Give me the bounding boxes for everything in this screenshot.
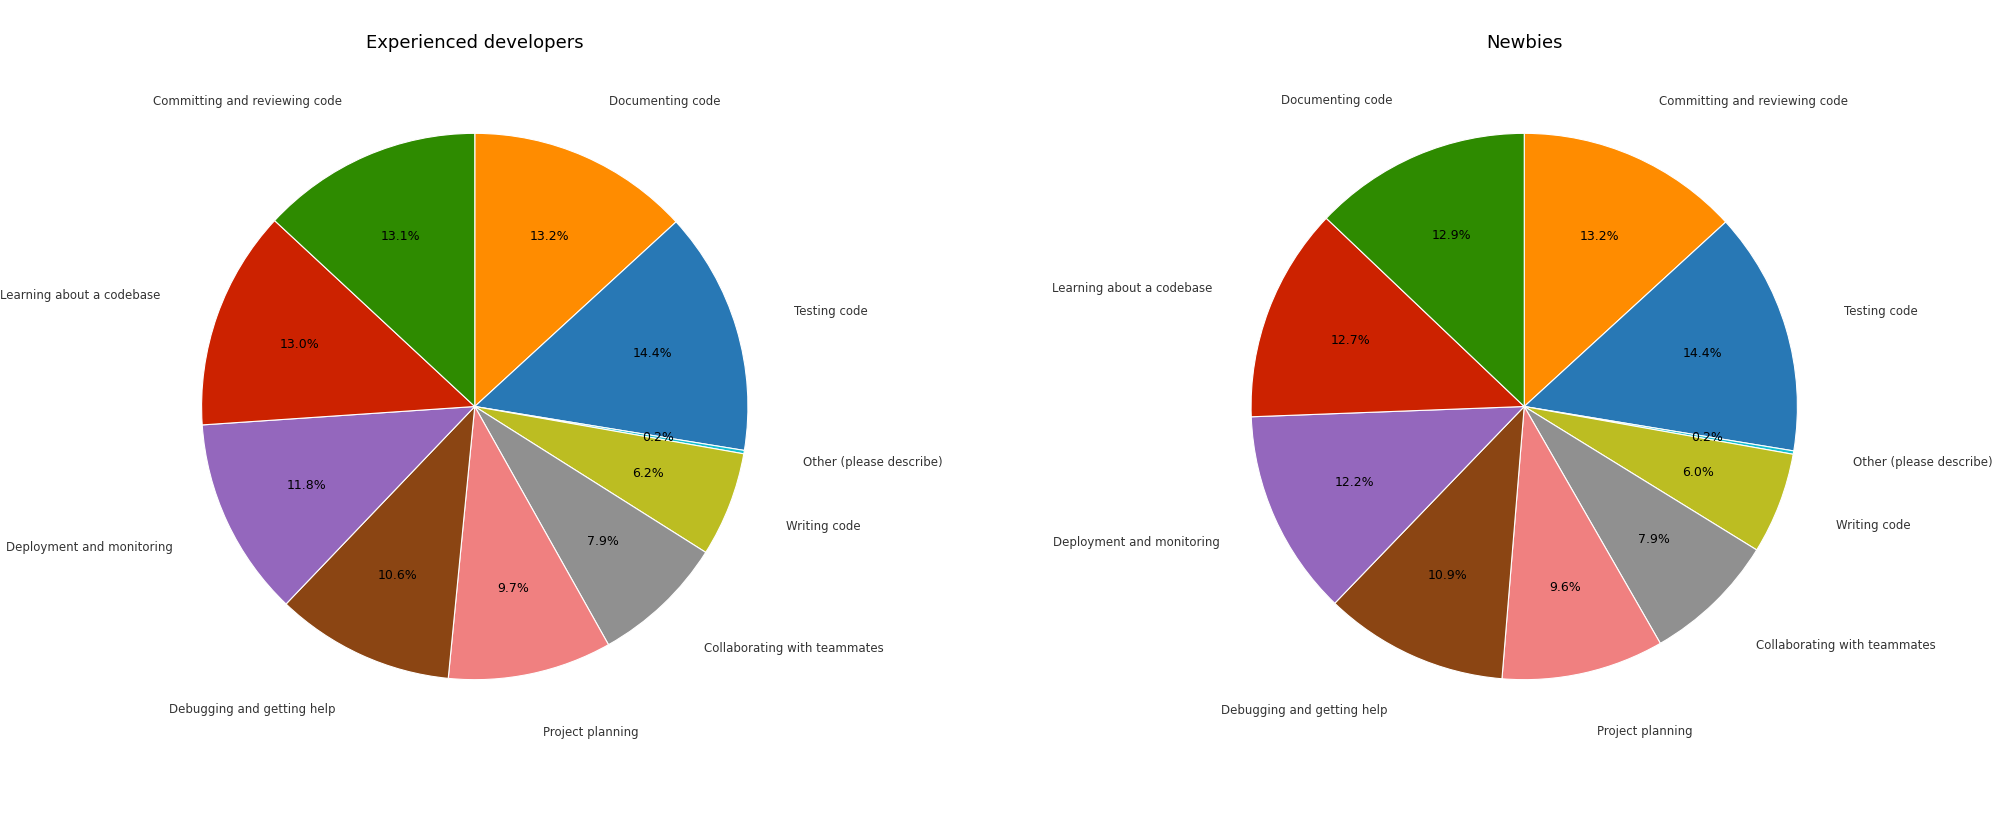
Title: Newbies: Newbies	[1485, 34, 1562, 52]
Wedge shape	[1251, 406, 1522, 603]
Text: Testing code: Testing code	[1842, 305, 1916, 318]
Text: Deployment and monitoring: Deployment and monitoring	[1053, 537, 1219, 550]
Text: 0.2%: 0.2%	[1690, 432, 1722, 445]
Wedge shape	[1522, 406, 1792, 550]
Text: 13.1%: 13.1%	[380, 230, 420, 243]
Text: 11.8%: 11.8%	[286, 479, 326, 492]
Wedge shape	[1335, 406, 1522, 679]
Text: 13.2%: 13.2%	[1578, 230, 1618, 243]
Wedge shape	[1522, 406, 1756, 643]
Text: Debugging and getting help: Debugging and getting help	[170, 703, 336, 716]
Wedge shape	[1251, 218, 1522, 417]
Text: 14.4%: 14.4%	[1682, 347, 1720, 360]
Text: Collaborating with teammates: Collaborating with teammates	[1756, 639, 1934, 652]
Wedge shape	[1325, 133, 1524, 406]
Text: Other (please describe): Other (please describe)	[803, 456, 943, 469]
Text: 0.2%: 0.2%	[641, 431, 673, 444]
Text: Learning about a codebase: Learning about a codebase	[0, 289, 160, 302]
Text: Other (please describe): Other (please describe)	[1852, 456, 1992, 469]
Text: Committing and reviewing code: Committing and reviewing code	[1658, 95, 1846, 108]
Text: 6.2%: 6.2%	[631, 467, 663, 480]
Wedge shape	[202, 406, 476, 604]
Text: 14.4%: 14.4%	[633, 347, 671, 360]
Text: 6.0%: 6.0%	[1680, 466, 1712, 479]
Text: 10.9%: 10.9%	[1427, 569, 1467, 582]
Text: 10.6%: 10.6%	[378, 569, 418, 582]
Text: 7.9%: 7.9%	[1636, 533, 1668, 546]
Wedge shape	[448, 406, 607, 680]
Text: Documenting code: Documenting code	[1281, 93, 1393, 107]
Text: Writing code: Writing code	[785, 520, 859, 533]
Text: Debugging and getting help: Debugging and getting help	[1221, 704, 1387, 717]
Wedge shape	[476, 406, 743, 454]
Text: Learning about a codebase: Learning about a codebase	[1051, 282, 1213, 295]
Text: 9.7%: 9.7%	[498, 582, 529, 595]
Text: Project planning: Project planning	[1596, 725, 1692, 738]
Wedge shape	[1500, 406, 1660, 680]
Wedge shape	[202, 220, 476, 425]
Text: 7.9%: 7.9%	[587, 535, 617, 548]
Text: 13.2%: 13.2%	[529, 230, 569, 243]
Text: Committing and reviewing code: Committing and reviewing code	[152, 94, 342, 107]
Text: 12.2%: 12.2%	[1335, 476, 1375, 489]
Wedge shape	[474, 133, 675, 406]
Text: 12.9%: 12.9%	[1431, 229, 1471, 242]
Text: Documenting code: Documenting code	[609, 95, 719, 108]
Text: Collaborating with teammates: Collaborating with teammates	[703, 641, 883, 654]
Wedge shape	[1522, 222, 1796, 451]
Text: 12.7%: 12.7%	[1331, 334, 1371, 347]
Wedge shape	[286, 406, 476, 678]
Text: 9.6%: 9.6%	[1548, 581, 1580, 594]
Wedge shape	[476, 222, 747, 450]
Text: Writing code: Writing code	[1834, 519, 1910, 532]
Wedge shape	[1522, 406, 1792, 454]
Wedge shape	[1522, 133, 1724, 406]
Text: 13.0%: 13.0%	[280, 338, 320, 351]
Text: Project planning: Project planning	[543, 726, 639, 739]
Wedge shape	[476, 406, 705, 645]
Title: Experienced developers: Experienced developers	[366, 34, 583, 52]
Text: Testing code: Testing code	[793, 305, 867, 318]
Wedge shape	[274, 133, 476, 406]
Wedge shape	[476, 406, 743, 552]
Text: Deployment and monitoring: Deployment and monitoring	[6, 541, 174, 554]
